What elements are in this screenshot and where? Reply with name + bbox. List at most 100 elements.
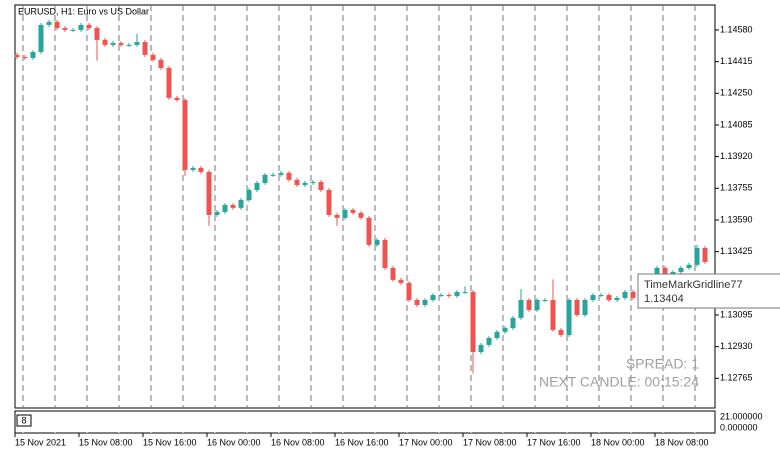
candle-body <box>462 291 468 293</box>
hour-label: 16 <box>83 415 93 425</box>
tooltip-name: TimeMarkGridline77 <box>644 279 743 291</box>
candle-body <box>566 300 572 335</box>
candle-body <box>342 209 348 218</box>
candle-body <box>702 247 708 263</box>
hour-label: 12 <box>435 415 445 425</box>
hour-label: 0 <box>341 415 346 425</box>
candle-body <box>398 279 404 283</box>
hour-label: 0 <box>149 415 154 425</box>
candle-body <box>326 190 332 215</box>
candle-body <box>614 297 620 301</box>
candle-body <box>662 267 668 275</box>
hour-label: 4 <box>373 415 378 425</box>
sub-y-tick-label: 0.000000 <box>720 422 758 432</box>
candle-body <box>686 264 692 268</box>
candle-body <box>278 172 284 175</box>
candle-body <box>262 174 268 183</box>
candle-body <box>486 338 492 345</box>
y-tick-label: 1.14250 <box>720 88 753 98</box>
candle-body <box>550 300 556 330</box>
x-tick-label: 15 Nov 16:00 <box>143 437 197 447</box>
x-tick-label: 18 Nov 00:00 <box>591 437 645 447</box>
candle-body <box>374 239 380 245</box>
y-tick-label: 1.13920 <box>720 151 753 161</box>
candle-body <box>270 174 276 176</box>
y-tick-label: 1.12765 <box>720 373 753 383</box>
candle-body <box>406 282 412 301</box>
candle-body <box>582 300 588 315</box>
candle-body <box>70 29 76 31</box>
candle-body <box>630 291 636 298</box>
candle-body <box>182 100 188 170</box>
candle-body <box>510 317 516 329</box>
candle-body <box>318 181 324 191</box>
candle-body <box>542 300 548 302</box>
x-tick-label: 17 Nov 16:00 <box>527 437 581 447</box>
grid: 8 12 16 20 0 4 8 12 16 20 0 4 8 12 16 20 0 4 8 12 16 20 15 Nov… <box>14 5 763 447</box>
candle-body <box>414 300 420 305</box>
y-tick-label: 1.14085 <box>720 119 753 129</box>
hour-label: 8 <box>597 415 602 425</box>
candle-body <box>574 300 580 315</box>
candle-body <box>78 24 84 30</box>
candle-body <box>438 295 444 297</box>
candle-body <box>670 271 676 275</box>
candle-body <box>22 57 28 59</box>
candle-body <box>310 181 316 183</box>
candle-body <box>422 300 428 305</box>
y-tick-label: 1.13425 <box>720 246 753 256</box>
candle-body <box>366 217 372 245</box>
x-tick-label: 16 Nov 08:00 <box>271 437 325 447</box>
hour-label: 20 <box>691 415 701 425</box>
candle-body <box>590 295 596 301</box>
candle-body <box>390 267 396 280</box>
candle-body <box>430 295 436 301</box>
x-tick-label: 18 Nov 08:00 <box>655 437 709 447</box>
candle-body <box>470 291 476 353</box>
candle-body <box>174 97 180 101</box>
x-tick-label: 17 Nov 00:00 <box>399 437 453 447</box>
candle-body <box>54 21 60 29</box>
candle-body <box>502 328 508 332</box>
y-tick-label: 1.13590 <box>720 214 753 224</box>
next-candle: NEXT CANDLE: 00:15:24 <box>539 374 699 390</box>
candle-body <box>494 331 500 339</box>
candle-body <box>694 247 700 265</box>
hour-label: 0 <box>533 415 538 425</box>
candle-body <box>246 190 252 201</box>
candle-body <box>534 300 540 310</box>
hour-label: 20 <box>115 415 125 425</box>
hour-label: 8 <box>213 415 218 425</box>
hour-label: 12 <box>243 415 253 425</box>
candle-body <box>38 24 44 53</box>
candle-body <box>526 300 532 310</box>
candle-body <box>190 167 196 170</box>
candle-body <box>446 295 452 297</box>
main-panel <box>14 4 716 409</box>
hour-highlight <box>16 414 32 427</box>
candle-body <box>102 39 108 45</box>
candle-body <box>142 42 148 55</box>
candle-body <box>198 167 204 172</box>
candle-body <box>126 44 132 46</box>
sub-panel <box>14 410 716 434</box>
candle-body <box>606 295 612 301</box>
y-tick-label: 1.12930 <box>720 341 753 351</box>
chart-title: EURUSD, H1: Euro vs US Dollar <box>18 6 149 16</box>
candle-body <box>382 239 388 268</box>
candle-body <box>86 24 92 29</box>
candle-body <box>558 329 564 335</box>
candle-body <box>150 54 156 60</box>
candle-body <box>678 267 684 272</box>
tooltip-value: 1.13404 <box>644 293 684 305</box>
spread: SPREAD: 1 <box>626 356 699 372</box>
hour-label: 16 <box>659 415 669 425</box>
candle-body <box>214 211 220 215</box>
y-tick-label: 1.13095 <box>720 309 753 319</box>
candle-body <box>334 214 340 218</box>
candle-body <box>110 43 116 45</box>
hour-label: 4 <box>181 415 186 425</box>
candle-body <box>622 291 628 298</box>
candle-body <box>158 59 164 68</box>
